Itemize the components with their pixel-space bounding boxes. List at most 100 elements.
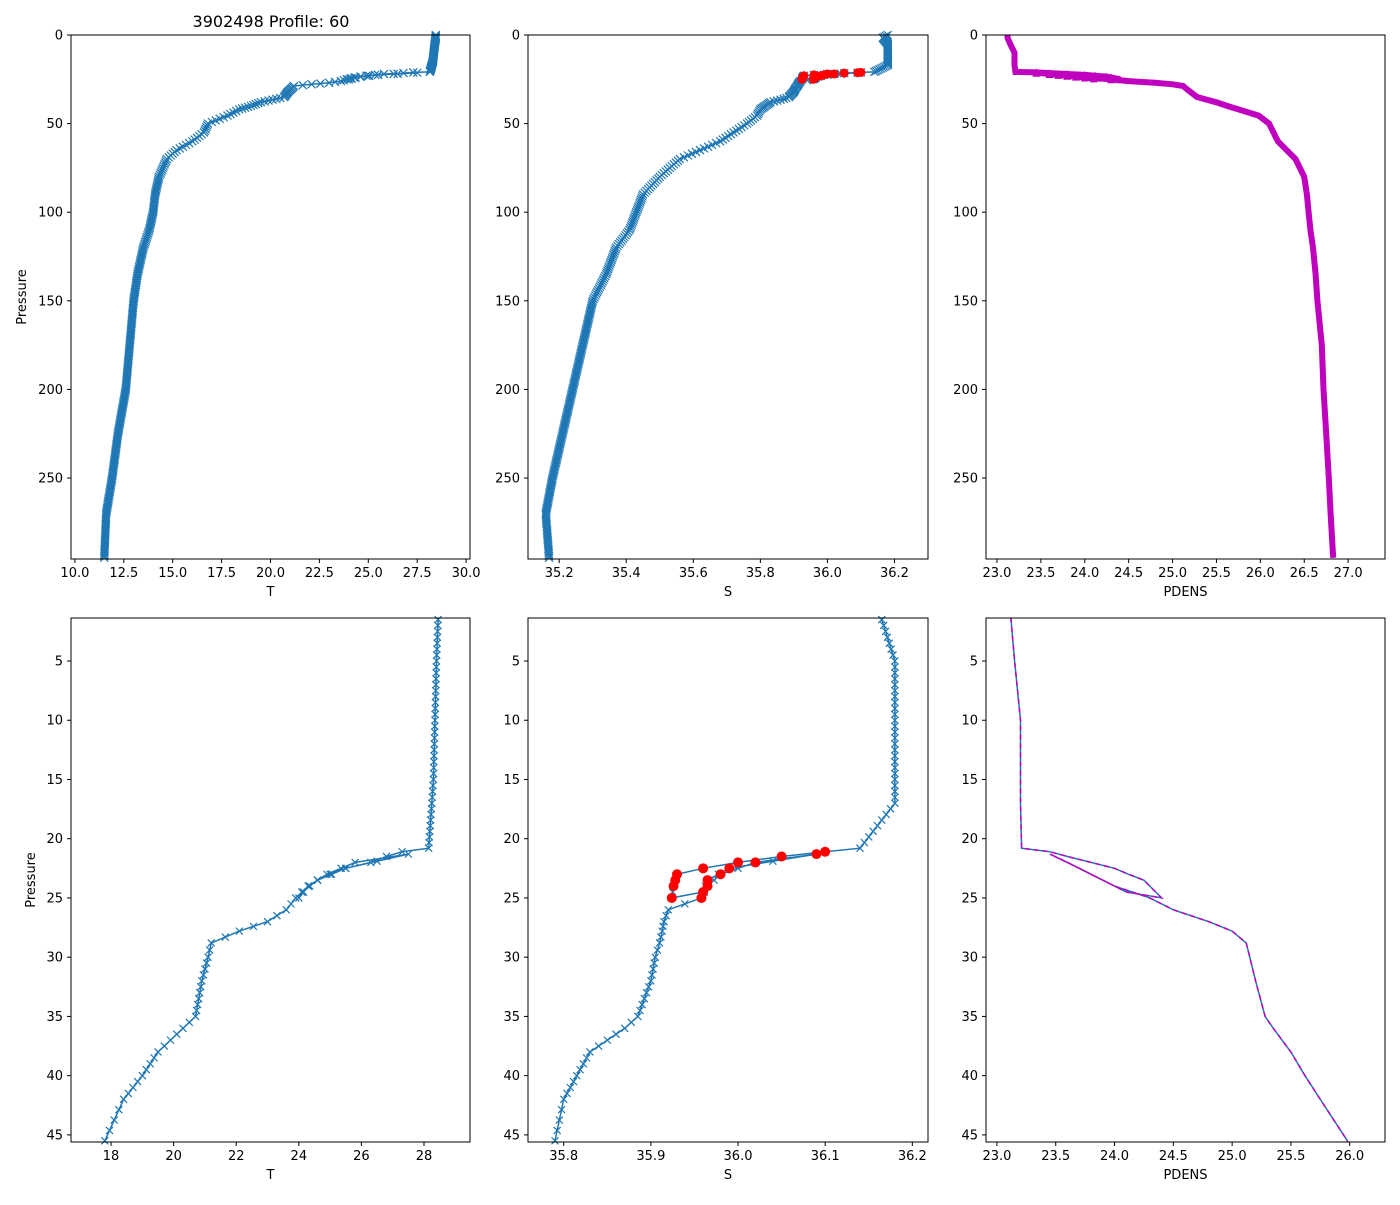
data-marker-x bbox=[576, 349, 586, 359]
data-marker-x bbox=[430, 751, 438, 760]
data-marker-x bbox=[549, 468, 559, 478]
data-marker-x bbox=[307, 79, 316, 89]
data-marker-x bbox=[570, 372, 580, 382]
data-marker-x bbox=[568, 384, 578, 394]
data-marker-x bbox=[612, 1030, 620, 1039]
data-marker-x bbox=[118, 402, 128, 412]
data-marker-x bbox=[191, 1012, 200, 1021]
data-marker-x bbox=[890, 793, 899, 802]
data-marker-x bbox=[243, 102, 253, 112]
data-marker-x bbox=[570, 374, 580, 384]
y-tick-label: 25 bbox=[46, 891, 63, 906]
data-marker-x bbox=[567, 386, 577, 396]
data-marker-x bbox=[890, 745, 899, 754]
data-marker-x bbox=[118, 400, 128, 410]
data-marker-x bbox=[571, 370, 581, 380]
data-marker-x bbox=[883, 56, 893, 66]
data-marker-x bbox=[221, 933, 230, 941]
data-marker-x bbox=[543, 498, 553, 508]
flag-marker-circle bbox=[733, 857, 744, 868]
data-marker-x bbox=[134, 262, 144, 272]
data-marker-x bbox=[877, 816, 886, 824]
data-marker-x bbox=[587, 299, 597, 309]
y-tick-label: 25 bbox=[961, 891, 978, 906]
x-tick-label: 24.0 bbox=[1070, 566, 1099, 581]
data-marker-x bbox=[558, 427, 568, 437]
data-marker-x bbox=[551, 1136, 559, 1145]
data-marker-x bbox=[889, 651, 897, 660]
data-marker-x bbox=[432, 674, 440, 683]
data-marker-x bbox=[573, 360, 583, 370]
data-marker-x bbox=[544, 491, 554, 501]
data-marker-x bbox=[890, 668, 899, 677]
data-marker-x bbox=[556, 434, 566, 444]
data-marker-x bbox=[566, 393, 576, 403]
data-marker-x bbox=[569, 377, 579, 387]
data-marker-x bbox=[119, 393, 129, 403]
data-marker-x bbox=[644, 982, 653, 991]
data-marker-x bbox=[560, 416, 570, 426]
data-marker-x bbox=[432, 663, 441, 671]
data-marker-x bbox=[138, 243, 148, 253]
x-axis-label: T bbox=[266, 1168, 275, 1183]
flag-marker-circle bbox=[698, 863, 709, 874]
data-marker-x bbox=[148, 209, 158, 219]
data-marker-x bbox=[561, 413, 571, 423]
data-marker-x bbox=[339, 75, 349, 85]
data-marker-x bbox=[566, 392, 576, 401]
data-marker-x bbox=[433, 627, 442, 636]
data-marker-x bbox=[579, 335, 589, 345]
series-line-t bbox=[103, 618, 439, 1143]
data-marker-x bbox=[881, 627, 890, 636]
data-marker-x bbox=[554, 443, 564, 453]
data-marker-x bbox=[572, 367, 582, 377]
data-marker-x bbox=[649, 965, 657, 973]
series-line-pdens-overlay bbox=[1004, 35, 1337, 558]
data-marker-x bbox=[298, 888, 306, 896]
data-marker-x bbox=[147, 211, 157, 221]
data-marker-x bbox=[648, 971, 656, 979]
data-marker-x bbox=[337, 864, 345, 873]
data-marker-x bbox=[577, 344, 587, 354]
data-marker-x bbox=[432, 651, 441, 660]
y-tick-label: 0 bbox=[512, 29, 520, 44]
data-marker-x bbox=[779, 94, 789, 104]
flag-marker-triangle bbox=[1063, 71, 1072, 80]
subplot-6: 23.0 23.5 24.0 24.5 25.0 25.5 26.0 5 10 15 20 25 30 3… bbox=[961, 617, 1386, 1183]
flag-marker-circle bbox=[715, 869, 726, 880]
data-marker-x bbox=[207, 939, 216, 947]
axes-frame bbox=[985, 617, 1386, 1143]
data-marker-x bbox=[890, 722, 899, 731]
data-marker-x bbox=[548, 471, 558, 481]
data-marker-x bbox=[432, 657, 441, 665]
data-marker-x bbox=[739, 120, 749, 130]
data-marker-x bbox=[237, 104, 247, 113]
data-marker-x bbox=[305, 882, 314, 891]
data-marker-x bbox=[114, 422, 124, 432]
data-marker-x bbox=[567, 388, 577, 398]
data-marker-x bbox=[231, 106, 241, 116]
data-marker-x bbox=[890, 692, 899, 701]
data-marker-x bbox=[153, 175, 163, 185]
data-marker-x bbox=[577, 346, 586, 355]
x-tick-label: 36.1 bbox=[811, 1149, 840, 1164]
x-tick-label: 10.0 bbox=[60, 566, 89, 581]
data-marker-x bbox=[651, 953, 660, 962]
data-marker-x bbox=[890, 698, 899, 707]
y-tick-label: 5 bbox=[55, 655, 63, 670]
x-tick-label: 35.2 bbox=[545, 566, 574, 581]
axes-frame bbox=[527, 34, 929, 560]
data-marker-x bbox=[102, 503, 112, 513]
data-marker-x bbox=[106, 480, 116, 490]
y-axis-label: Pressure bbox=[15, 269, 30, 325]
data-marker-x bbox=[579, 1059, 588, 1068]
y-tick-label: 50 bbox=[503, 117, 520, 132]
data-marker-x bbox=[890, 704, 899, 713]
data-marker-x bbox=[551, 457, 561, 467]
y-tick-label: 15 bbox=[503, 773, 520, 788]
data-marker-x bbox=[115, 416, 125, 426]
data-marker-x bbox=[548, 473, 557, 483]
x-tick-label: 35.8 bbox=[746, 566, 775, 581]
data-marker-x bbox=[574, 358, 584, 368]
x-axis-label: T bbox=[266, 585, 275, 600]
